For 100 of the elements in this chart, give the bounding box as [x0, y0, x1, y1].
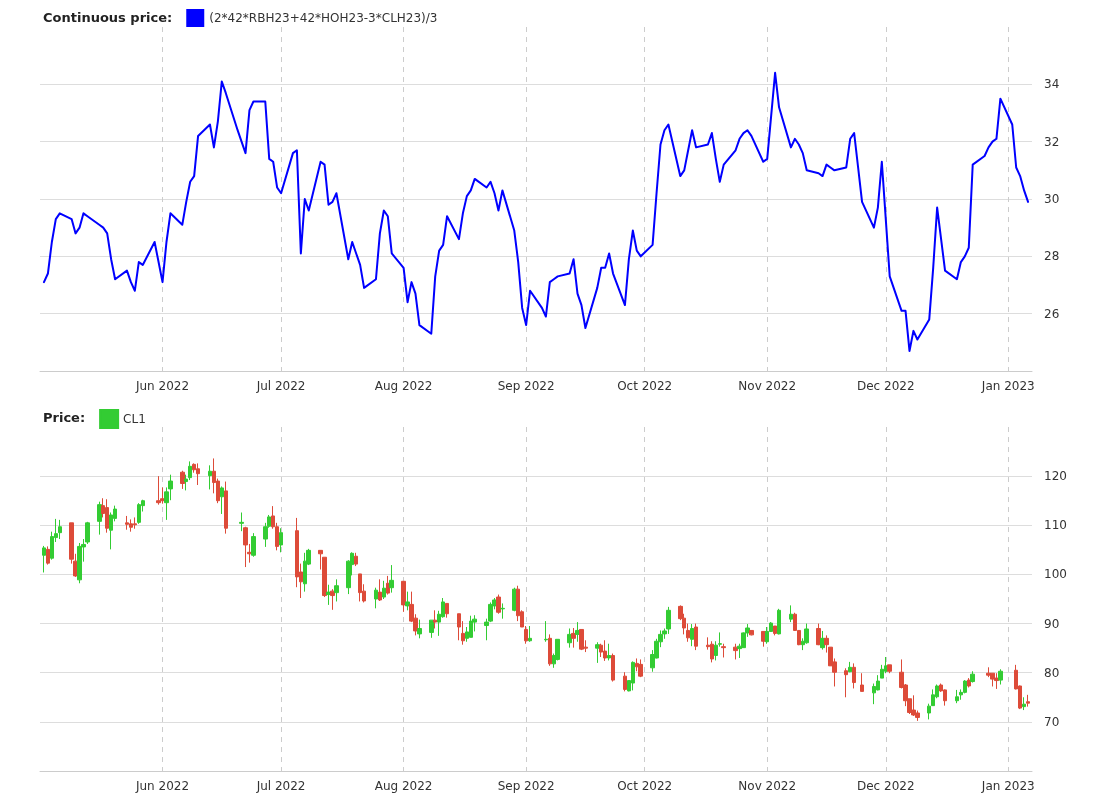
candlestick — [386, 575, 390, 596]
y-tick-label: 70 — [1044, 714, 1060, 729]
candlestick — [595, 641, 600, 664]
candlestick — [180, 470, 185, 490]
x-tick-label: Oct 2022 — [617, 379, 673, 393]
candlestick — [46, 545, 50, 566]
candlestick — [77, 542, 82, 584]
candlestick — [816, 623, 821, 646]
candlestick — [401, 580, 406, 613]
x-tick-label: Oct 2022 — [617, 779, 673, 793]
candlestick — [378, 578, 382, 602]
candlestick — [374, 587, 378, 609]
y-tick-label: 90 — [1044, 616, 1060, 631]
candlestick — [303, 552, 307, 593]
candlestick — [405, 591, 410, 611]
y-tick-label: 100 — [1044, 567, 1067, 582]
candlestick — [571, 627, 576, 649]
y-tick-label: 32 — [1044, 134, 1060, 149]
candlestick — [765, 626, 769, 645]
x-tick-label: Nov 2022 — [738, 379, 797, 393]
x-tick-label: Jul 2022 — [255, 779, 306, 793]
candlestick — [429, 619, 434, 639]
candlestick — [548, 633, 552, 667]
candlestick — [457, 613, 461, 641]
candlestick — [208, 464, 212, 490]
candlestick — [137, 502, 141, 525]
candlestick — [623, 671, 627, 692]
candlestick — [382, 580, 386, 600]
candlestick — [955, 689, 959, 704]
candlestick — [239, 512, 244, 532]
candlestick — [58, 519, 62, 540]
candlestick — [133, 516, 137, 530]
candlestick — [224, 481, 228, 535]
candlestick — [354, 552, 358, 567]
candlestick — [575, 621, 580, 643]
y-tick-label: 26 — [1044, 306, 1060, 321]
candlestick — [220, 485, 224, 515]
x-tick-label: Jan 2023 — [980, 379, 1035, 393]
y-tick-label: 80 — [1044, 665, 1060, 680]
candlestick — [860, 672, 864, 692]
candlestick — [417, 619, 422, 639]
x-tick-label: Jun 2022 — [134, 779, 190, 793]
candlestick — [97, 501, 102, 536]
candlestick — [631, 660, 635, 691]
x-tick-label: Jan 2023 — [980, 779, 1035, 793]
y-tick-label: 34 — [1044, 77, 1060, 92]
candlestick — [528, 625, 532, 643]
x-tick-label: Jun 2022 — [134, 379, 190, 393]
candlestick — [911, 694, 916, 717]
legend-title: Price: — [43, 410, 86, 425]
candlestick — [433, 609, 437, 629]
candlestick — [326, 584, 331, 606]
y-tick-label: 28 — [1044, 249, 1060, 264]
candlestick — [196, 462, 200, 486]
candlestick — [330, 588, 335, 611]
candlestick — [156, 475, 161, 506]
candlestick — [1022, 696, 1026, 711]
candlestick — [789, 604, 793, 623]
candlestick — [970, 670, 975, 684]
x-tick-label: Jul 2022 — [255, 379, 306, 393]
candlestick — [243, 526, 248, 568]
candlestick — [694, 623, 698, 651]
candlestick — [603, 639, 607, 662]
candlestick — [710, 640, 714, 663]
candlestick — [334, 578, 339, 602]
candlestick — [105, 498, 109, 534]
line-series — [42, 71, 1030, 352]
candlestick — [129, 518, 133, 533]
candlestick — [445, 602, 449, 619]
candlestick — [567, 627, 572, 649]
y-tick-label: 110 — [1044, 518, 1067, 533]
candlestick — [638, 658, 643, 678]
candlestick — [496, 594, 501, 615]
candlestick — [777, 608, 781, 635]
candlestick — [749, 629, 754, 636]
candlestick — [358, 573, 362, 602]
candlestick — [607, 643, 611, 661]
candlestick — [852, 662, 856, 689]
x-tick-label: Dec 2022 — [856, 779, 915, 793]
candlestick — [599, 643, 603, 658]
candlestick — [611, 653, 615, 683]
candlestick — [666, 606, 671, 635]
candlestick — [733, 643, 738, 660]
y-tick-label: 30 — [1044, 192, 1060, 206]
candlestick — [279, 527, 283, 553]
candlestick — [994, 672, 999, 690]
candlestick — [773, 625, 777, 636]
candlestick — [721, 643, 726, 658]
legend-label: (2*42*RBH23+42*HOH23-3*CLH23)/3 — [209, 11, 438, 25]
candlestick — [844, 667, 848, 698]
candlestick — [967, 677, 971, 688]
x-tick-label: Aug 2022 — [374, 779, 433, 793]
legend-title: Continuous price: — [43, 10, 173, 25]
candlestick — [500, 602, 505, 620]
candlestick — [544, 620, 548, 643]
x-tick-label: Sep 2022 — [497, 779, 555, 793]
candlestick — [943, 688, 947, 707]
candlestick — [998, 668, 1003, 686]
x-tick-label: Nov 2022 — [738, 779, 797, 793]
x-tick-label: Sep 2022 — [497, 379, 555, 393]
